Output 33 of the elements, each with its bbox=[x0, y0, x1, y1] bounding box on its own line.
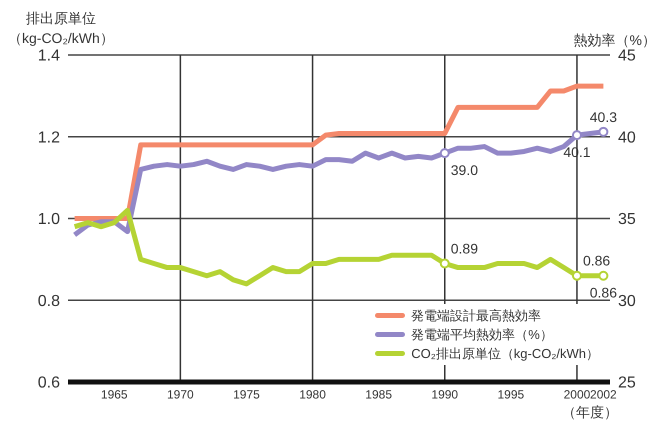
x-tick-label: 1965 bbox=[100, 388, 128, 402]
x-tick-label: 1980 bbox=[299, 388, 326, 402]
data-label: 39.0 bbox=[450, 162, 478, 178]
y-tick-label: 0.8 bbox=[38, 292, 60, 310]
data-label: 0.86 bbox=[590, 284, 618, 301]
x-tick-label: 2002 bbox=[590, 388, 618, 402]
point bbox=[598, 126, 608, 137]
data-label: 0.89 bbox=[450, 240, 478, 256]
legend-label: CO₂排出原単位（kg-CO₂/kWh） bbox=[411, 345, 599, 363]
y2-tick-label: 40 bbox=[618, 129, 636, 146]
y2-tick-label: 25 bbox=[618, 374, 636, 392]
y-tick-label: 0.6 bbox=[38, 374, 60, 392]
x-axis-title: （年度） bbox=[562, 404, 618, 422]
x-tick-label: 1990 bbox=[431, 388, 458, 402]
x-tick-label: 1985 bbox=[365, 388, 392, 402]
x-tick-label: 1970 bbox=[167, 388, 194, 402]
x-tick-label: 1975 bbox=[233, 388, 260, 402]
y2-tick-label: 35 bbox=[618, 211, 636, 228]
legend-label: 発電端平均熱効率（%） bbox=[411, 326, 553, 344]
y2-axis-title: 熱効率（%） bbox=[574, 32, 656, 50]
y-tick-label: 1.2 bbox=[38, 129, 60, 146]
legend-label: 発電端設計最高熱効率 bbox=[411, 307, 542, 325]
point bbox=[572, 130, 582, 140]
y-axis-title: 排出原単位（kg-CO₂/kWh） bbox=[8, 9, 114, 48]
y2-tick-label: 30 bbox=[618, 292, 636, 310]
y-tick-label: 1.4 bbox=[38, 48, 60, 65]
x-tick-label: 2000 bbox=[564, 388, 591, 402]
data-label: 0.86 bbox=[582, 252, 610, 269]
y-tick-label: 1.0 bbox=[38, 211, 60, 228]
x-tick-label: 1995 bbox=[498, 388, 525, 402]
y2-tick-label: 45 bbox=[618, 48, 636, 65]
data-label: 40.3 bbox=[590, 108, 618, 125]
point bbox=[440, 148, 450, 158]
